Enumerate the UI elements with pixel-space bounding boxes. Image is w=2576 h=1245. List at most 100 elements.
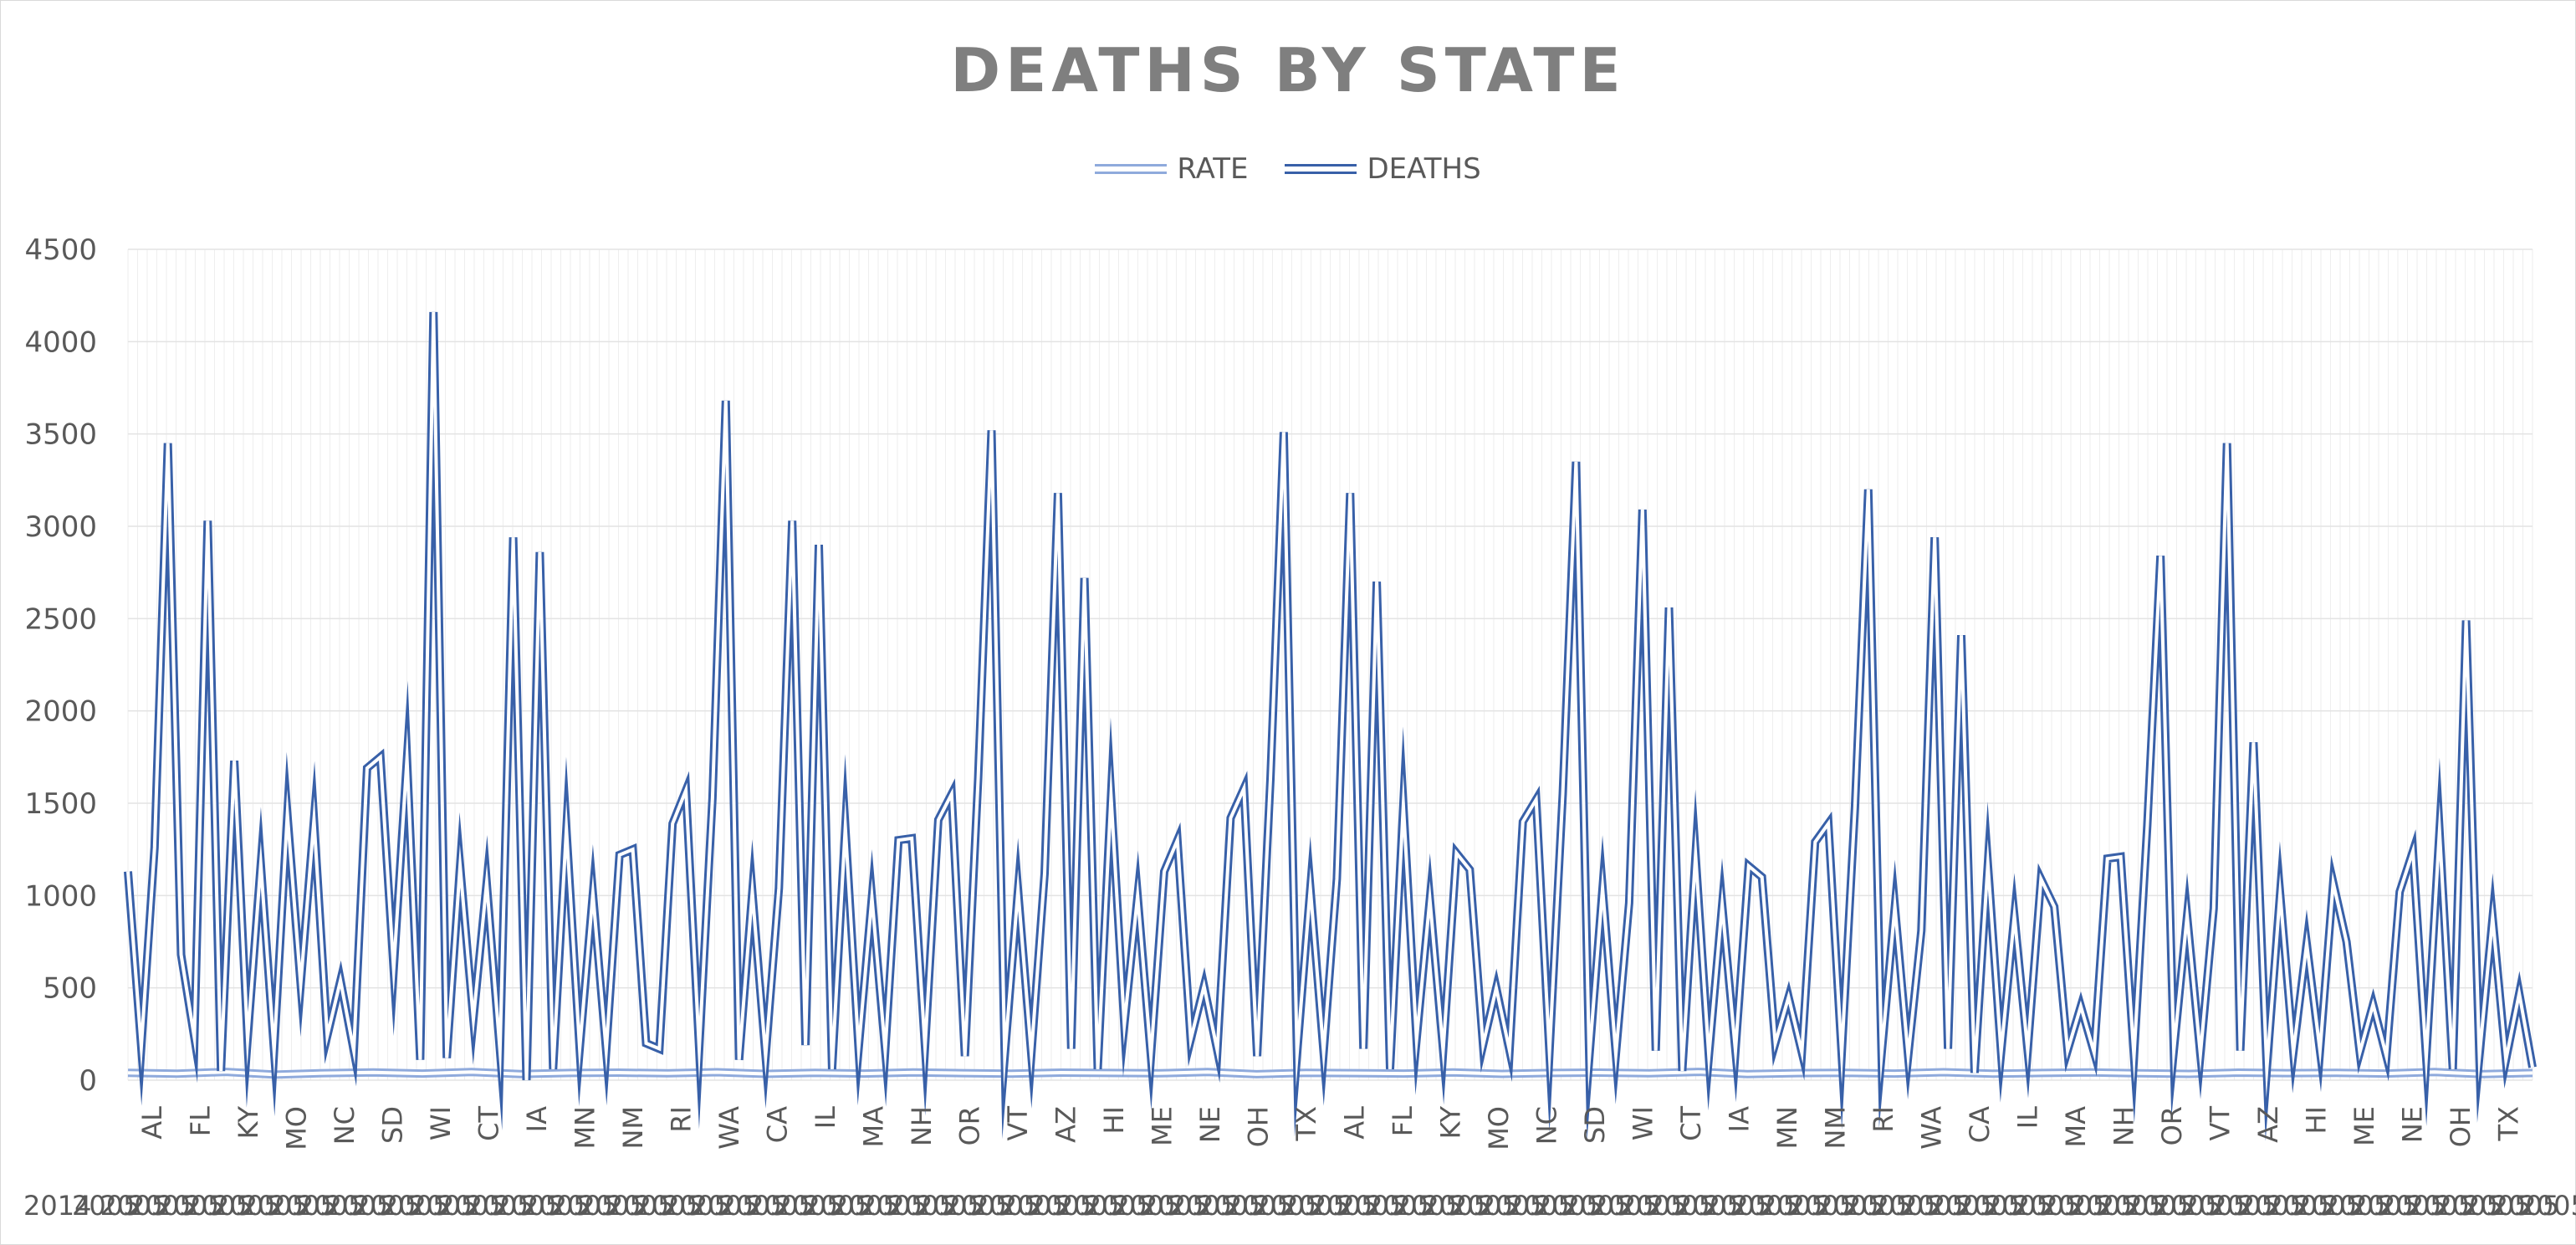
x-tick-label: NH	[906, 1106, 938, 1146]
series-deaths	[124, 311, 2537, 1142]
x-year-label: 2005	[1141, 1190, 1209, 1222]
x-year-label: 2005	[1844, 1190, 1912, 1222]
x-year-label: 2005	[1056, 1190, 1124, 1222]
legend-label-rate: RATE	[1177, 152, 1249, 186]
x-year-label: 2005	[2294, 1190, 2362, 1222]
x-tick-label: NM	[1819, 1106, 1851, 1150]
x-year-label: 2005	[662, 1190, 730, 1222]
x-year-label: 2005	[1873, 1190, 1940, 1222]
x-year-label: 2005	[1591, 1190, 1659, 1222]
x-year-label: 2005	[1338, 1190, 1406, 1222]
x-year-label: 2005	[1675, 1190, 1743, 1222]
y-tick-label: 500	[43, 972, 97, 1006]
x-year-label: 2005	[747, 1190, 815, 1222]
x-tick-label: CA	[1964, 1106, 1996, 1143]
x-year-label: 2005	[860, 1190, 928, 1222]
x-year-label: 2005	[1985, 1190, 2052, 1222]
x-year-label: 2005	[2069, 1190, 2137, 1222]
x-tick-label: AL	[1338, 1106, 1370, 1140]
x-year-label: 2005	[466, 1190, 534, 1222]
x-tick-label: VT	[1002, 1106, 1034, 1141]
x-year-label: 2005	[1394, 1190, 1462, 1222]
x-year-label: 2005	[185, 1190, 253, 1222]
x-tick-label: NC	[1531, 1106, 1562, 1145]
x-year-label: 2005	[831, 1190, 899, 1222]
x-year-label: 2005	[1732, 1190, 1800, 1222]
y-axis-ticks: 0 500 1000 1500 2000 2500 3000 3500 4000 4500	[24, 233, 97, 1098]
x-year-label: 2005	[1085, 1190, 1153, 1222]
x-year-label: 2005	[1197, 1190, 1265, 1222]
x-year-label: 2005	[2323, 1190, 2390, 1222]
x-year-label: 2005	[775, 1190, 843, 1222]
x-year-label: 2005	[578, 1190, 646, 1222]
legend-entry-deaths: DEATHS	[1285, 152, 1481, 186]
x-year-label: 2005	[1254, 1190, 1321, 1222]
x-year-label: 2005	[2125, 1190, 2193, 1222]
x-year-label: 2005	[691, 1190, 759, 1222]
x-year-label: 2005	[1225, 1190, 1293, 1222]
x-year-label: 2005	[2154, 1190, 2221, 1222]
x-year-label: 2005	[156, 1190, 224, 1222]
y-tick-label: 1000	[24, 879, 97, 913]
x-year-label: 2005	[2013, 1190, 2081, 1222]
x-year-label: 2005	[1929, 1190, 1996, 1222]
x-tick-label: MO	[280, 1106, 312, 1150]
x-tick-label: AZ	[1050, 1106, 1081, 1143]
x-year-label: 2005	[1029, 1190, 1096, 1222]
y-tick-label: 1500	[24, 787, 97, 821]
x-tick-label: FL	[184, 1106, 216, 1136]
x-year-label: 2005	[2351, 1190, 2419, 1222]
x-year-label: 2005	[494, 1190, 562, 1222]
x-year-label: 2005	[2435, 1190, 2502, 1222]
x-tick-label: MN	[1771, 1106, 1803, 1150]
x-year-label: 2005	[1957, 1190, 2025, 1222]
x-tick-label: IL	[2011, 1106, 2043, 1129]
x-tick-label: MN	[569, 1106, 601, 1150]
x-tick-label: AL	[136, 1106, 168, 1140]
x-year-label: 2005	[606, 1190, 674, 1222]
x-tick-label: TX	[1291, 1106, 1322, 1141]
legend: RATE DEATHS	[0, 152, 2576, 186]
x-tick-label: FL	[1387, 1106, 1418, 1136]
x-year-label: 2005	[1479, 1190, 1546, 1222]
x-year-label: 2005	[1506, 1190, 1574, 1222]
x-year-label: 2005	[522, 1190, 590, 1222]
x-year-label: 2005	[972, 1190, 1040, 1222]
x-year-label: 2005	[1310, 1190, 1377, 1222]
x-tick-label: NE	[2396, 1106, 2428, 1143]
x-year-label: 2005	[1535, 1190, 1602, 1222]
x-year-label: 2014	[23, 1190, 91, 1222]
x-year-label: 2005	[2042, 1190, 2109, 1222]
x-year-label: 2005	[1648, 1190, 1715, 1222]
x-tick-label: NH	[2108, 1106, 2139, 1146]
x-year-label: 2005	[325, 1190, 393, 1222]
x-year-label: 2005	[297, 1190, 365, 1222]
x-year-label: 2005	[2182, 1190, 2250, 1222]
chart-title: DEATHS BY STATE	[950, 35, 1626, 105]
y-tick-label: 4000	[24, 325, 97, 359]
x-year-label: 2005	[100, 1190, 168, 1222]
legend-label-deaths: DEATHS	[1367, 152, 1481, 186]
x-tick-label: CT	[1675, 1106, 1707, 1141]
series-line-inner	[126, 311, 2534, 1099]
x-tick-label: MA	[857, 1106, 889, 1148]
x-year-label: 2005	[2098, 1190, 2165, 1222]
x-tick-label: AZ	[2252, 1106, 2284, 1143]
x-tick-label: CA	[761, 1106, 793, 1143]
x-year-label: 2005	[128, 1190, 196, 1222]
x-year-label: 2005	[381, 1190, 449, 1222]
x-tick-label: WI	[1627, 1106, 1659, 1140]
x-tick-label: ME	[2349, 1106, 2380, 1146]
x-year-label: 2005	[2407, 1190, 2475, 1222]
x-tick-label: KY	[1434, 1106, 1466, 1140]
x-year-label: 2005	[2238, 1190, 2306, 1222]
x-year-label: 2005	[887, 1190, 955, 1222]
y-tick-label: 3000	[24, 510, 97, 544]
x-year-label: 2005	[944, 1190, 1012, 1222]
x-year-label: 2005	[437, 1190, 505, 1222]
x-year-label: 2005	[1423, 1190, 1490, 1222]
x-tick-label: SD	[1579, 1106, 1611, 1144]
y-tick-label: 3500	[24, 418, 97, 452]
x-tick-label: NC	[329, 1106, 360, 1145]
